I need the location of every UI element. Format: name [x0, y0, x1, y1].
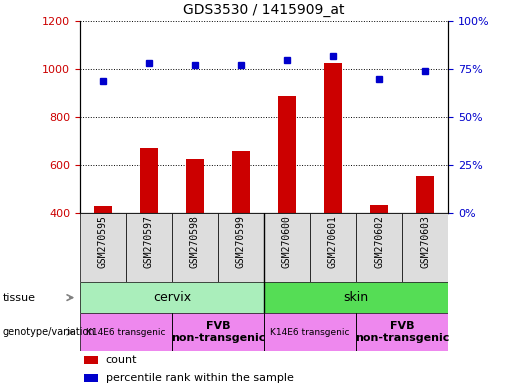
Bar [126, 213, 172, 282]
Bar [186, 159, 204, 213]
Bar [264, 213, 310, 282]
Text: percentile rank within the sample: percentile rank within the sample [106, 373, 294, 383]
Bar [83, 374, 98, 382]
Text: K14E6 transgenic: K14E6 transgenic [86, 328, 166, 337]
Bar [356, 313, 448, 351]
Bar [80, 313, 172, 351]
Bar [416, 176, 434, 213]
Title: GDS3530 / 1415909_at: GDS3530 / 1415909_at [183, 3, 345, 17]
Bar [140, 148, 158, 213]
Text: FVB
non-transgenic: FVB non-transgenic [355, 321, 449, 343]
Text: genotype/variation: genotype/variation [3, 327, 95, 337]
Bar [264, 313, 356, 351]
Bar [94, 206, 112, 213]
Text: skin: skin [344, 291, 369, 304]
Text: cervix: cervix [153, 291, 191, 304]
Bar [80, 282, 264, 313]
Bar [402, 213, 448, 282]
Bar [218, 213, 264, 282]
Bar [264, 282, 448, 313]
Text: GSM270602: GSM270602 [374, 215, 384, 268]
Bar [232, 151, 250, 213]
Text: GSM270595: GSM270595 [98, 215, 108, 268]
Bar [278, 96, 296, 213]
Text: K14E6 transgenic: K14E6 transgenic [270, 328, 350, 337]
Text: GSM270597: GSM270597 [144, 215, 154, 268]
Bar [172, 313, 264, 351]
Bar [80, 213, 126, 282]
Text: GSM270598: GSM270598 [190, 215, 200, 268]
Bar [83, 356, 98, 364]
Bar [370, 205, 388, 213]
Bar [356, 213, 402, 282]
Bar [310, 213, 356, 282]
Text: tissue: tissue [3, 293, 36, 303]
Text: count: count [106, 355, 137, 365]
Text: GSM270601: GSM270601 [328, 215, 338, 268]
Bar [324, 63, 342, 213]
Text: GSM270599: GSM270599 [236, 215, 246, 268]
Text: FVB
non-transgenic: FVB non-transgenic [170, 321, 265, 343]
Text: GSM270603: GSM270603 [420, 215, 430, 268]
Bar [172, 213, 218, 282]
Text: GSM270600: GSM270600 [282, 215, 292, 268]
